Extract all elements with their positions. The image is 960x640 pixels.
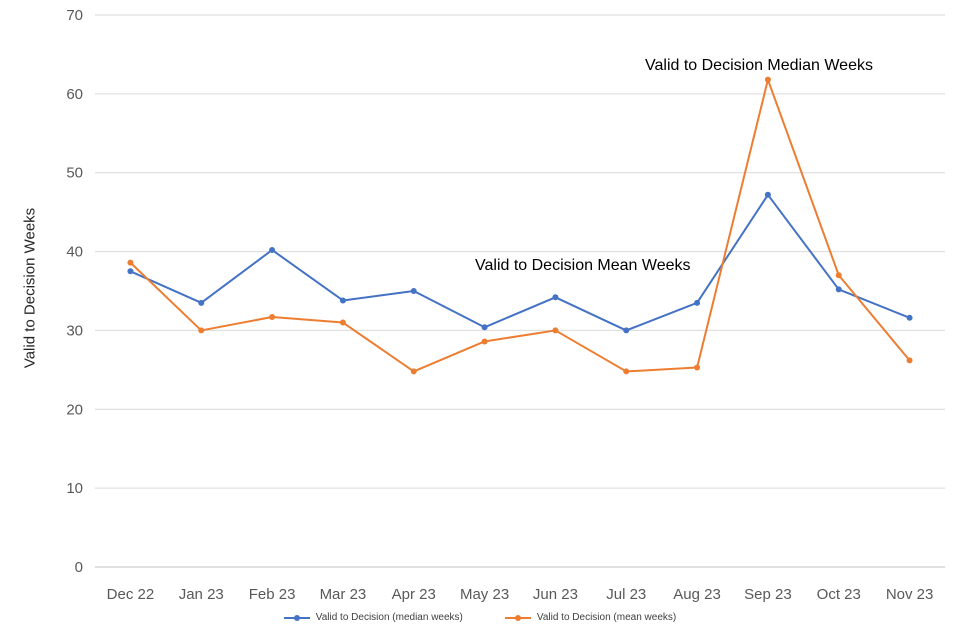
x-tick-label: Mar 23: [320, 586, 367, 603]
data-point-marker: [269, 246, 276, 253]
data-point-marker: [269, 314, 276, 321]
x-tick-label: Dec 22: [107, 586, 155, 603]
x-tick-label: Nov 23: [886, 586, 934, 603]
data-point-marker: [694, 299, 701, 306]
data-point-marker: [127, 268, 134, 275]
y-tick-label: 40: [66, 244, 83, 261]
y-tick-label: 70: [66, 7, 83, 24]
y-tick-label: 10: [66, 480, 83, 497]
data-point-marker: [127, 259, 134, 266]
y-tick-label: 50: [66, 165, 83, 182]
data-point-marker: [694, 364, 701, 371]
y-tick-label: 60: [66, 86, 83, 103]
data-point-marker: [339, 319, 346, 326]
y-tick-label: 0: [75, 559, 83, 576]
x-tick-label: Sep 23: [744, 586, 792, 603]
data-point-marker: [198, 299, 205, 306]
mean-series-swatch-icon: [504, 614, 531, 621]
data-point-marker: [198, 327, 205, 334]
data-point-marker: [481, 338, 488, 345]
data-point-marker: [339, 297, 346, 304]
y-tick-label: 20: [66, 401, 83, 418]
legend: Valid to Decision (median weeks) Valid t…: [0, 612, 960, 623]
y-tick-label: 30: [66, 322, 83, 339]
data-point-marker: [906, 357, 913, 364]
data-point-marker: [835, 272, 842, 279]
data-point-marker: [552, 327, 559, 334]
series-line-0: [129, 193, 911, 332]
annotation-mean-weeks: Valid to Decision Mean Weeks: [475, 257, 691, 274]
legend-label-median: Valid to Decision (median weeks): [315, 612, 463, 623]
x-tick-label: Jun 23: [533, 586, 578, 603]
x-tick-label: Feb 23: [249, 586, 296, 603]
data-point-marker: [410, 368, 417, 375]
data-point-marker: [906, 314, 913, 321]
data-point-marker: [481, 324, 488, 331]
x-tick-label: Oct 23: [817, 586, 861, 603]
data-point-marker: [552, 294, 559, 301]
legend-label-mean: Valid to Decision (mean weeks): [536, 612, 677, 623]
median-series-swatch-icon: [283, 614, 310, 621]
data-point-marker: [623, 327, 630, 334]
annotation-median-weeks: Valid to Decision Median Weeks: [645, 57, 873, 74]
legend-item-mean: Valid to Decision (mean weeks): [504, 612, 677, 623]
x-tick-label: May 23: [460, 586, 509, 603]
x-tick-label: Apr 23: [392, 586, 436, 603]
data-point-marker: [764, 76, 771, 83]
data-point-marker: [835, 286, 842, 293]
x-tick-label: Jul 23: [606, 586, 646, 603]
legend-item-median: Valid to Decision (median weeks): [283, 612, 463, 623]
data-point-marker: [623, 368, 630, 375]
data-point-marker: [764, 191, 771, 198]
series-line-1: [129, 78, 911, 373]
x-tick-label: Jan 23: [179, 586, 224, 603]
y-axis-title: Valid to Decision Weeks: [21, 207, 39, 369]
x-tick-label: Aug 23: [673, 586, 721, 603]
data-point-marker: [410, 288, 417, 294]
